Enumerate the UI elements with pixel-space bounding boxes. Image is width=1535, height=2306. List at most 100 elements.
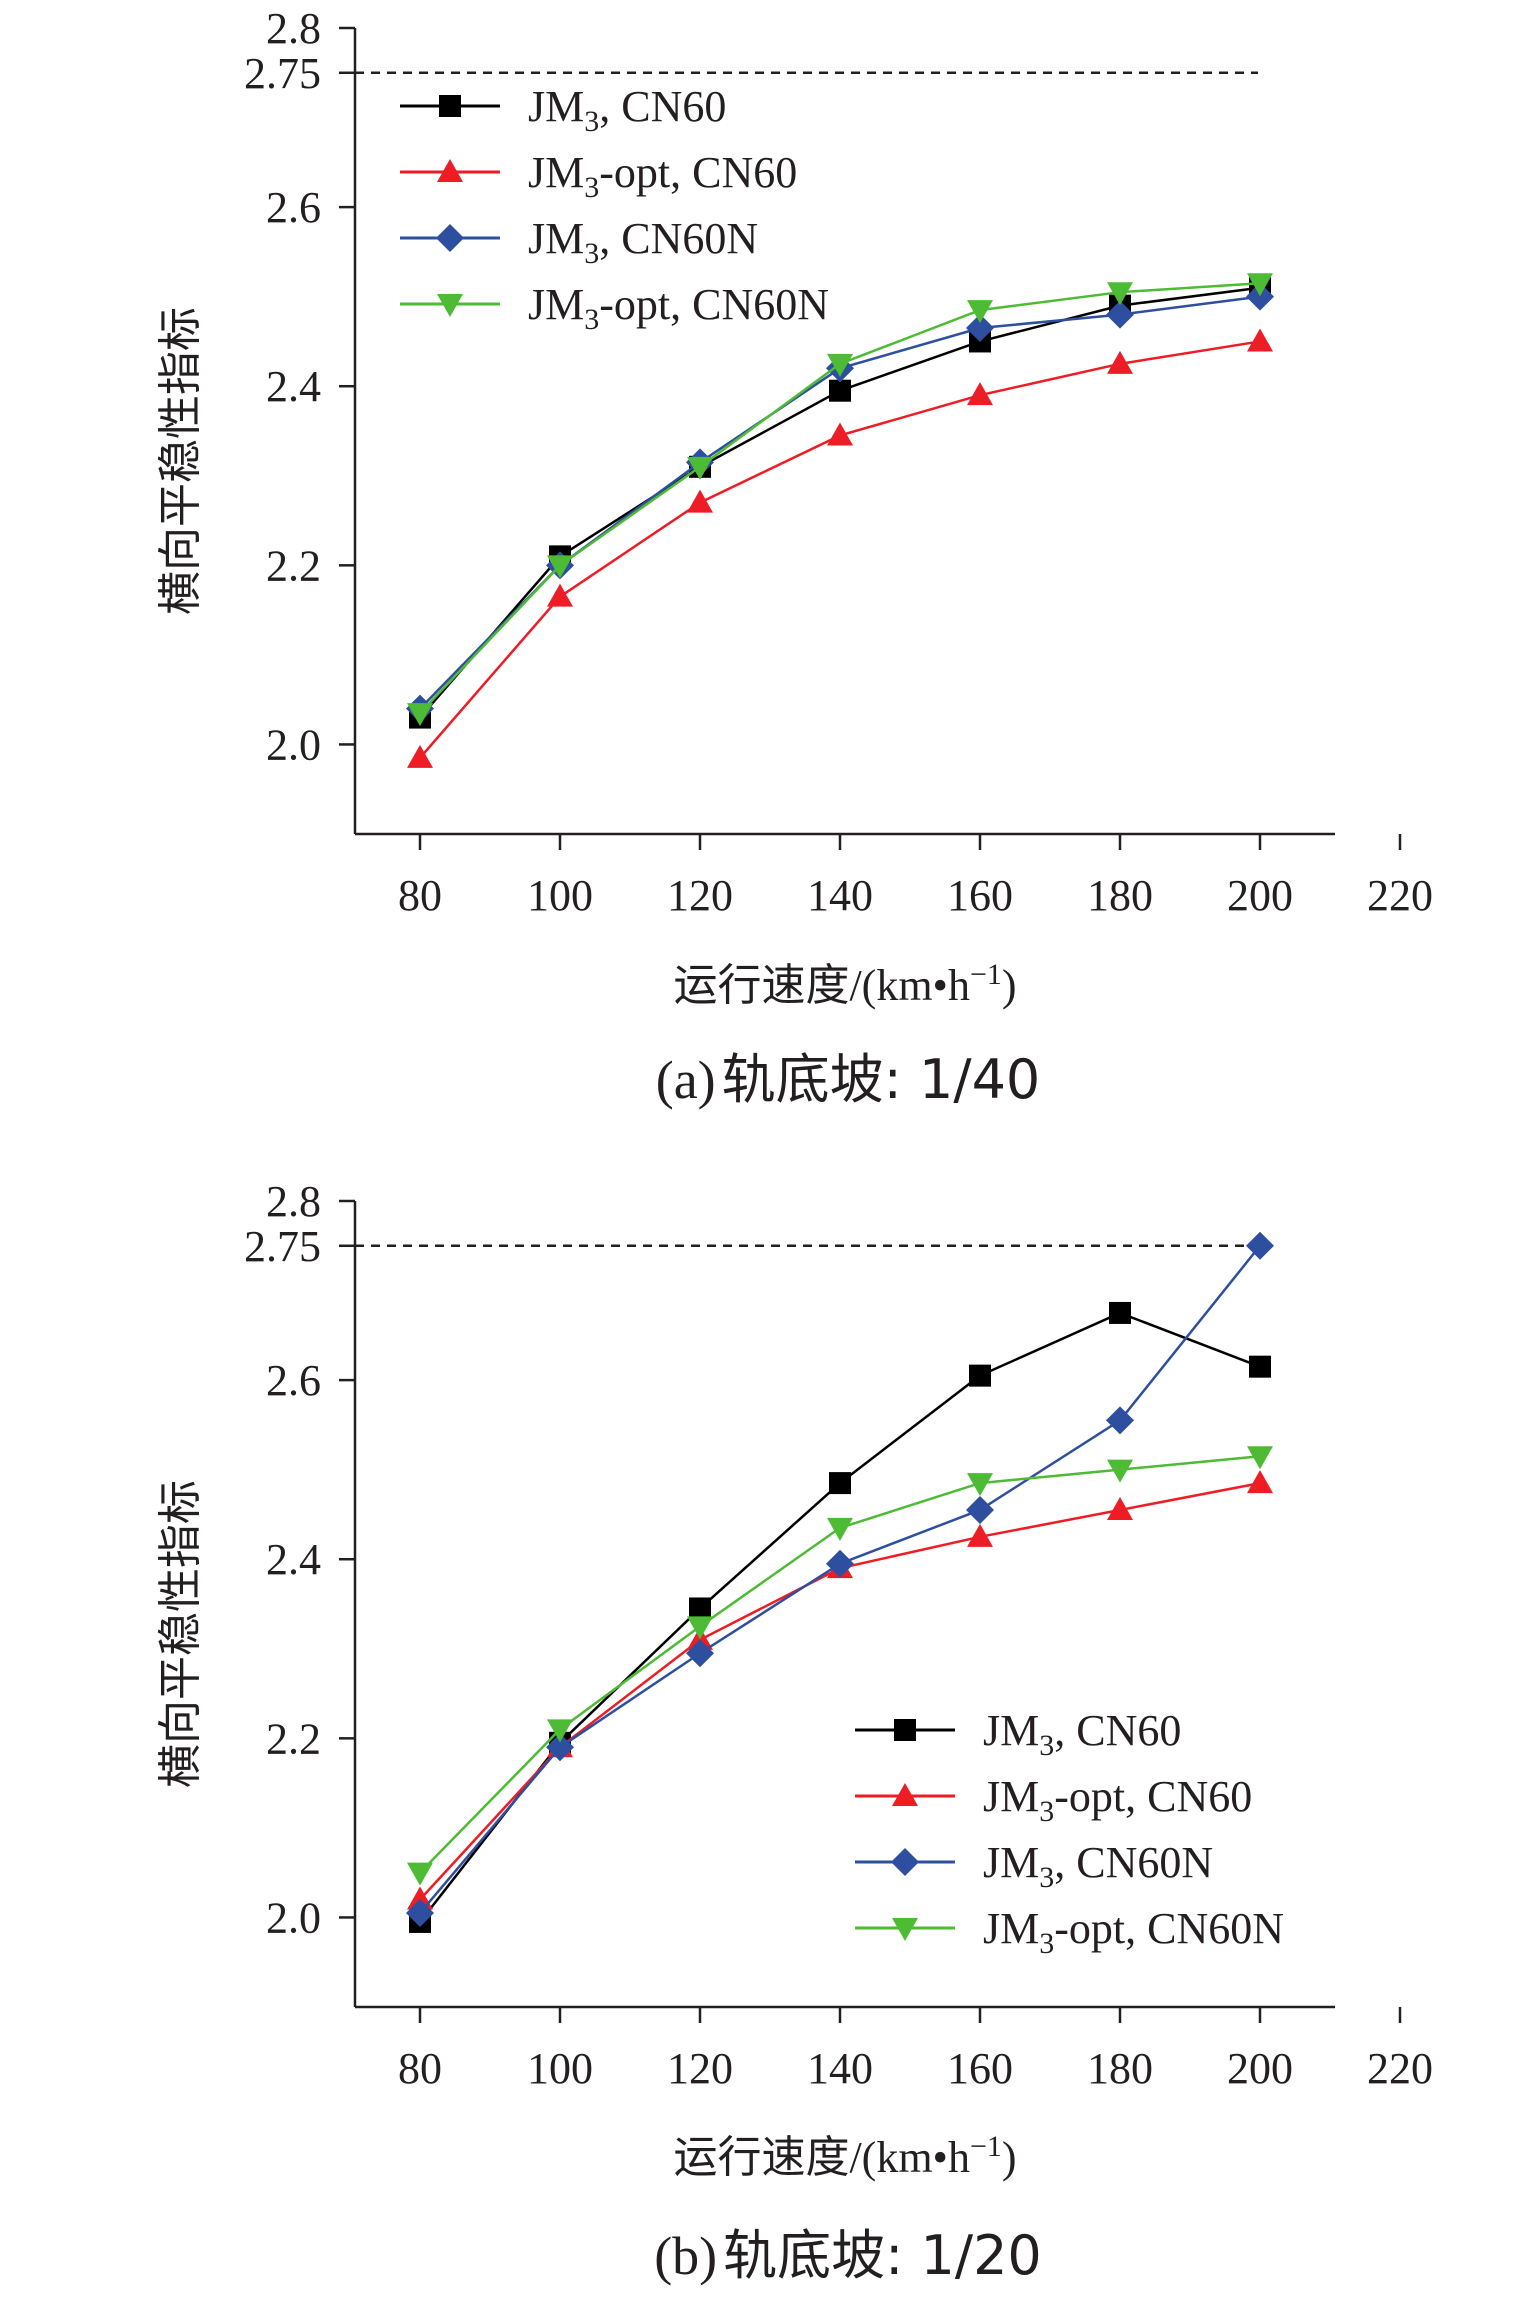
- legend-item: JM3-opt, CN60N: [400, 280, 829, 336]
- y-axis-title: 横向平稳性指标: [155, 1480, 206, 1788]
- series-3-point: [407, 703, 433, 727]
- series-0-point: [1249, 1355, 1271, 1378]
- series-0-point: [1109, 1301, 1131, 1324]
- series-3-point: [407, 1862, 433, 1886]
- legend-item: JM3-opt, CN60: [855, 1772, 1252, 1828]
- series-2-point: [826, 1549, 854, 1578]
- x-tick-label: 140: [807, 2044, 873, 2093]
- y-tick-label: 2.8: [266, 1177, 321, 1226]
- x-tick-label: 100: [527, 2044, 593, 2093]
- x-tick-label: 180: [1087, 2044, 1153, 2093]
- legend-label: JM3, CN60N: [983, 1838, 1213, 1894]
- y-tick-label: 2.8: [266, 4, 321, 53]
- legend-marker: [437, 294, 463, 317]
- y-tick-label: 2.0: [266, 720, 321, 769]
- series-line-1: [419, 340, 1261, 759]
- series-line-0: [419, 286, 1261, 719]
- series-2-point: [1246, 282, 1274, 311]
- legend-item: JM3, CN60: [855, 1706, 1181, 1762]
- series-3-point: [1247, 1446, 1273, 1470]
- x-tick-label: 100: [527, 871, 593, 920]
- series-3-point: [1107, 1459, 1133, 1483]
- series-1-point: [1247, 328, 1273, 352]
- series-0-point: [689, 1597, 711, 1620]
- x-axis-title: 运行速度/(km•h−1): [673, 958, 1016, 1010]
- legend-item: JM3, CN60N: [855, 1838, 1213, 1894]
- y-tick-label: 2.4: [266, 1535, 321, 1584]
- legend-item: JM3-opt, CN60N: [855, 1904, 1284, 1960]
- x-tick-label: 160: [947, 2044, 1013, 2093]
- legend-marker: [436, 224, 464, 252]
- legend-label: JM3, CN60: [528, 82, 726, 138]
- x-tick-label: 200: [1227, 2044, 1293, 2093]
- legend-marker: [439, 95, 461, 117]
- x-tick-label: 220: [1367, 871, 1433, 920]
- series-1-point: [547, 583, 573, 607]
- x-tick-label: 120: [667, 2044, 733, 2093]
- x-tick-label: 160: [947, 871, 1013, 920]
- legend-label: JM3-opt, CN60N: [528, 280, 829, 336]
- caption-a: (a) 轨底坡: 1/40: [656, 1048, 1041, 1111]
- series-3-point: [687, 456, 713, 480]
- series-0-point: [829, 1472, 851, 1495]
- legend-item: JM3, CN60N: [400, 214, 758, 270]
- y-tick-label: 2.75: [244, 1222, 321, 1271]
- series-3-point: [547, 1719, 573, 1743]
- legend-label: JM3-opt, CN60N: [983, 1904, 1284, 1960]
- x-tick-label: 140: [807, 871, 873, 920]
- legend-label: JM3-opt, CN60: [528, 148, 797, 204]
- series-0-point: [969, 1364, 991, 1387]
- y-tick-label: 2.0: [266, 1893, 321, 1942]
- chart-panel-a: 2.0 2.2 2.4 2.6 2.752.8 80 100 120 140 160 180 200 2…: [155, 4, 1433, 1111]
- series-3-point: [687, 1616, 713, 1640]
- series-1-point: [1247, 1470, 1273, 1494]
- y-tick-label: 2.2: [266, 1714, 321, 1763]
- legend-label: JM3, CN60N: [528, 214, 758, 270]
- y-tick-label: 2.2: [266, 541, 321, 590]
- y-tick-label: 2.75: [244, 49, 321, 98]
- series-3-point: [1107, 282, 1133, 306]
- series-1-point: [407, 744, 433, 768]
- series-2-point: [1106, 1406, 1134, 1435]
- series-0-point: [829, 379, 851, 402]
- x-tick-label: 80: [398, 871, 442, 920]
- legend-marker: [892, 1918, 918, 1941]
- series-2-point: [546, 1733, 574, 1762]
- legend-marker: [437, 159, 463, 182]
- series-3-point: [967, 300, 993, 324]
- x-tick-label: 120: [667, 871, 733, 920]
- legend-marker: [892, 1783, 918, 1806]
- series-1-point: [1107, 350, 1133, 374]
- legend-label: JM3-opt, CN60: [983, 1772, 1252, 1828]
- series-3-point: [967, 1473, 993, 1497]
- series-2-point: [1106, 300, 1134, 329]
- legend-label: JM3, CN60: [983, 1706, 1181, 1762]
- series-1-point: [967, 382, 993, 406]
- series-3-point: [827, 1517, 853, 1541]
- legend-item: JM3-opt, CN60: [400, 148, 797, 204]
- series-3-point: [547, 555, 573, 579]
- x-axis-title: 运行速度/(km•h−1): [673, 2130, 1016, 2182]
- x-tick-label: 200: [1227, 871, 1293, 920]
- series-2-point: [966, 314, 994, 343]
- y-tick-label: 2.6: [266, 1356, 321, 1405]
- x-tick-label: 220: [1367, 2044, 1433, 2093]
- legend: JM3, CN60 JM3-opt, CN60 JM3, CN60N JM3-opt,…: [400, 82, 829, 336]
- x-tick-label: 180: [1087, 871, 1153, 920]
- y-axis-title: 横向平稳性指标: [155, 307, 206, 615]
- chart-panel-b: 2.0 2.2 2.4 2.6 2.752.8 80 100 120 140 160 180 200 2…: [155, 1177, 1433, 2287]
- caption-b: (b) 轨底坡: 1/20: [654, 2224, 1042, 2287]
- series-3-point: [1247, 273, 1273, 297]
- series-2-point: [1246, 1231, 1274, 1260]
- series-2-point: [966, 1495, 994, 1524]
- series-line-3: [419, 281, 1261, 714]
- series-3-point: [827, 353, 853, 377]
- series-1-point: [1107, 1496, 1133, 1520]
- legend-marker: [891, 1848, 919, 1876]
- y-tick-label: 2.4: [266, 362, 321, 411]
- x-tick-label: 80: [398, 2044, 442, 2093]
- series-2-point: [686, 1639, 714, 1668]
- y-tick-label: 2.6: [266, 183, 321, 232]
- series-1-point: [827, 422, 853, 446]
